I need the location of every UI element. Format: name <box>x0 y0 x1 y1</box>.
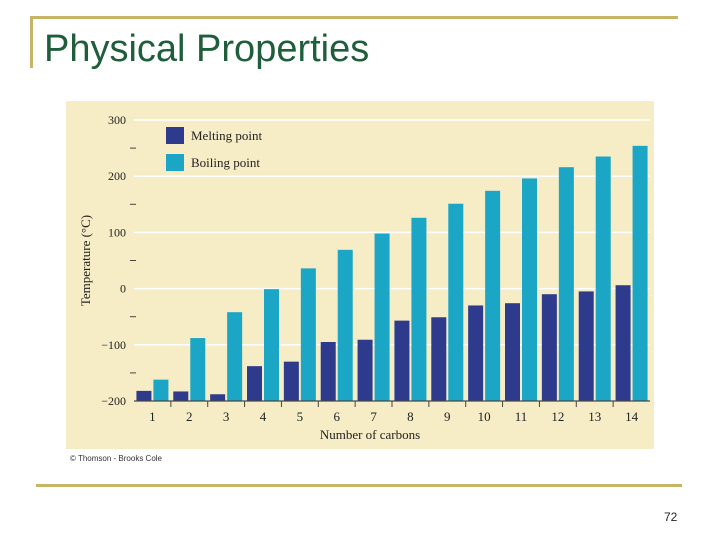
melting-point-bar <box>505 303 520 401</box>
boiling-point-bar <box>632 145 648 401</box>
x-tick-label: 11 <box>515 409 528 424</box>
x-tick-label: 14 <box>625 409 639 424</box>
boiling-point-bar <box>337 249 353 401</box>
y-tick-label: 0 <box>120 282 126 296</box>
x-tick-label: 12 <box>551 409 564 424</box>
melting-point-bar <box>247 366 262 401</box>
x-tick-label: 7 <box>370 409 377 424</box>
melting-point-bar <box>136 390 152 401</box>
x-tick-label: 2 <box>186 409 193 424</box>
x-tick-label: 1 <box>149 409 156 424</box>
melting-point-bar <box>468 305 484 401</box>
x-tick-label: 3 <box>223 409 230 424</box>
copyright-text: © Thomson - Brooks Cole <box>70 454 163 463</box>
x-axis-label: Number of carbons <box>320 427 420 442</box>
melting-point-bar <box>394 320 410 401</box>
x-tick-label: 13 <box>588 409 601 424</box>
y-tick-label: −100 <box>101 338 126 352</box>
y-tick-label: 300 <box>108 113 126 127</box>
legend-swatch <box>166 127 184 144</box>
y-tick-label: 200 <box>108 169 126 183</box>
melting-point-bar <box>283 361 299 401</box>
melting-point-bar <box>320 341 336 401</box>
y-axis-label: Temperature (°C) <box>78 215 93 306</box>
x-tick-label: 9 <box>444 409 451 424</box>
legend-label: Boiling point <box>191 155 260 170</box>
melting-point-bar <box>173 391 189 401</box>
boiling-point-bar <box>411 217 427 401</box>
melting-point-bar <box>541 294 557 401</box>
boiling-point-bar <box>448 203 464 401</box>
legend-label: Melting point <box>191 128 263 143</box>
legend-swatch <box>166 154 184 171</box>
boiling-point-bar <box>264 289 279 401</box>
boiling-point-bar <box>558 167 574 401</box>
slide-title: Physical Properties <box>44 28 370 70</box>
left-frame-line <box>30 16 33 68</box>
boiling-point-bar <box>190 338 206 401</box>
boiling-point-bar <box>300 268 316 401</box>
page-number: 72 <box>664 510 678 524</box>
boiling-point-bar <box>595 156 611 401</box>
boiling-point-bar <box>374 233 390 401</box>
chart-panel: 300 200 100 0 −100 −200 1 2 3 4 5 6 7 8 9 10 11 12 13 14 Num… <box>66 101 654 449</box>
x-tick-label: 10 <box>478 409 491 424</box>
boiling-point-bar <box>522 178 537 401</box>
x-tick-label: 8 <box>407 409 414 424</box>
boiling-point-bar <box>227 312 243 401</box>
melting-point-bar <box>431 317 447 401</box>
x-tick-label: 6 <box>333 409 340 424</box>
y-tick-label: −200 <box>101 394 126 408</box>
melting-point-bar <box>615 285 631 401</box>
bottom-frame-line <box>36 484 682 487</box>
melting-point-bar <box>210 394 226 401</box>
boiling-point-bar <box>485 190 501 401</box>
y-tick-label: 100 <box>108 225 126 239</box>
top-frame-line <box>30 16 678 19</box>
x-tick-label: 5 <box>297 409 304 424</box>
x-tick-label: 4 <box>260 409 267 424</box>
melting-point-bar <box>357 339 373 401</box>
melting-point-bar <box>578 291 594 401</box>
boiling-point-bar <box>153 379 169 401</box>
